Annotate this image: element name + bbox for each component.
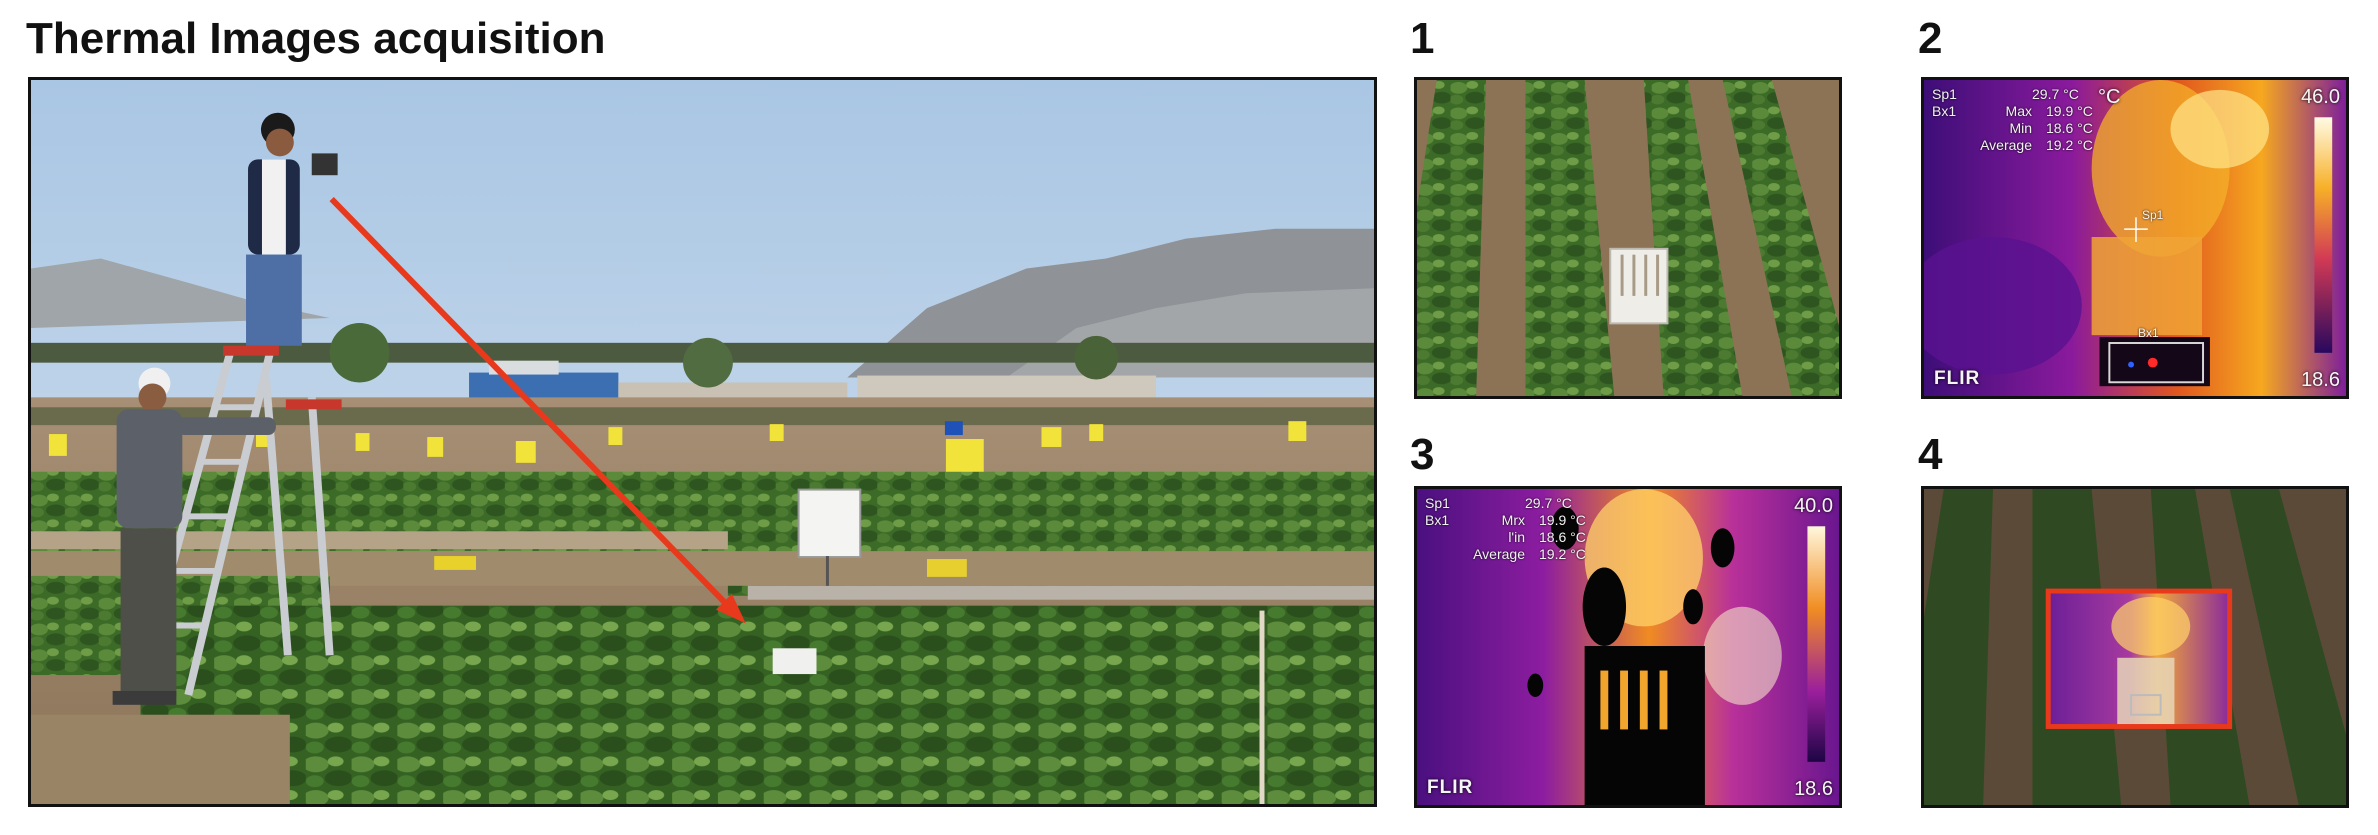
panel-number-4: 4: [1918, 430, 1943, 479]
max-value: 19.9 °C: [2046, 103, 2093, 119]
figure-title: Thermal Images acquisition: [26, 14, 606, 63]
min-value: 18.6 °C: [1539, 529, 1586, 545]
panel-3-measurement-readout: Sp1 29.7 °C Bx1 Mrx 19.9 °C l'in 18.6 °C Ave…: [1425, 495, 1586, 563]
panel-1-rgb-image: [1414, 77, 1842, 399]
scale-min-label: 18.6: [1794, 778, 1833, 800]
average-value: 19.2 °C: [2046, 137, 2093, 153]
spot-value: 29.7 °C: [1525, 495, 1572, 511]
panel-number-1: 1: [1410, 14, 1435, 63]
average-label: Average: [1473, 546, 1525, 562]
panel-2-thermal-image: Sp1 29.7 °C Bx1 Max 19.9 °C Min 18.6 °C Aver…: [1921, 77, 2349, 399]
panel-4-scene: [1924, 489, 2346, 805]
spot-label: Sp1: [1425, 495, 1450, 511]
average-value: 19.2 °C: [1539, 546, 1586, 562]
flir-logo: FLIR: [1934, 368, 1981, 389]
temperature-unit: °C: [2098, 86, 2121, 108]
panel-2-thermal-scene: [1924, 80, 2346, 396]
panel-3-thermal-scene: [1417, 489, 1839, 805]
scale-min-label: 18.6: [2301, 369, 2340, 391]
scale-max-label: 40.0: [1794, 495, 1833, 517]
max-value: 19.9 °C: [1539, 512, 1586, 528]
panel-3-thermal-processed-image: Sp1 29.7 °C Bx1 Mrx 19.9 °C l'in 18.6 °C Ave…: [1414, 486, 1842, 808]
min-label: l'in: [1508, 529, 1525, 545]
average-label: Average: [1980, 137, 2032, 153]
scale-max-label: 46.0: [2301, 86, 2340, 108]
max-label: Max: [2005, 103, 2032, 119]
box-marker-label: Bx1: [2138, 326, 2159, 340]
spot-label: Sp1: [1932, 86, 1957, 102]
max-label: Mrx: [1501, 512, 1525, 528]
min-label: Min: [2009, 120, 2032, 136]
box-label: Bx1: [1425, 512, 1450, 528]
panel-4-overlay-image: [1921, 486, 2349, 808]
spot-marker-label: Sp1: [2142, 208, 2164, 222]
field-scene: [31, 80, 1374, 804]
flir-logo: FLIR: [1427, 777, 1474, 798]
spot-value: 29.7 °C: [2032, 86, 2079, 102]
panel-number-2: 2: [1918, 14, 1943, 63]
panel-1-scene: [1417, 80, 1839, 396]
field-photo: [28, 77, 1377, 807]
panel-number-3: 3: [1410, 430, 1435, 479]
overlay-box: [2045, 588, 2233, 729]
panel-2-measurement-readout: Sp1 29.7 °C Bx1 Max 19.9 °C Min 18.6 °C Aver…: [1932, 86, 2093, 154]
min-value: 18.6 °C: [2046, 120, 2093, 136]
box-label: Bx1: [1932, 103, 1957, 119]
